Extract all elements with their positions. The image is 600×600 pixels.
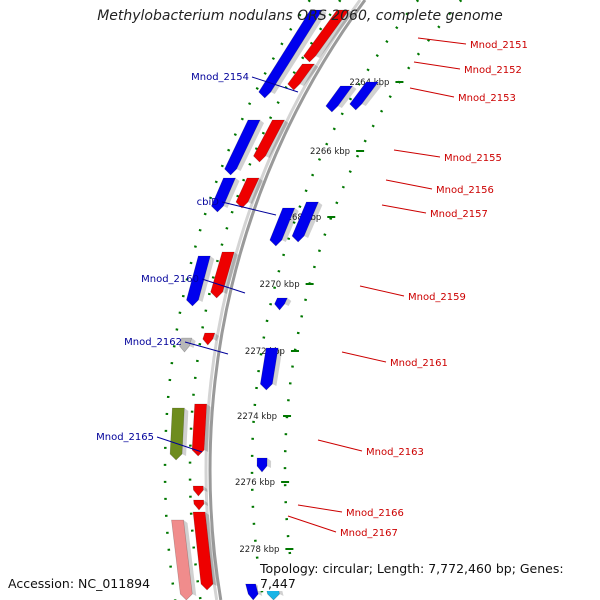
gene-leader-fwd-0: [417, 37, 467, 45]
gene-block-side-7: [222, 252, 239, 294]
gene-block-side-23: [267, 458, 272, 468]
gene-block-side-2: [299, 64, 319, 86]
gene-block-9: [202, 332, 216, 346]
gene-block-side-11: [204, 404, 211, 452]
scale-label-5: 2274 kbp: [237, 412, 277, 422]
gene-label-mnod-2153: Mnod_2153: [458, 93, 516, 104]
gene-leader-fwd-7: [341, 351, 387, 363]
gene-block-side-5: [248, 178, 264, 204]
gene-leader-fwd-10: [287, 515, 337, 533]
backbone-shadow: [204, 0, 362, 600]
gene-label-mnod-2166: Mnod_2166: [346, 508, 404, 519]
gene-block-side-3: [265, 120, 289, 158]
gene-block-side-1: [270, 10, 327, 94]
gene-leader-rev-3: [184, 341, 229, 355]
gene-leader-fwd-5: [381, 204, 427, 214]
gene-label-mnod-2152: Mnod_2152: [464, 65, 522, 76]
scale-label-1: 2266 kbp: [310, 147, 350, 157]
gene-label-mnod-2165: Mnod_2165: [96, 432, 154, 443]
gene-block-side-19: [304, 202, 323, 238]
gene-block-side-22: [272, 348, 283, 386]
gene-label-cbid: cbiD: [197, 197, 220, 208]
gene-block-side-9: [212, 333, 219, 341]
gene-label-mnod-2155: Mnod_2155: [444, 153, 502, 164]
gene-leader-rev-4: [156, 436, 203, 453]
gene-leader-fwd-4: [385, 179, 433, 190]
gene-block-5: [235, 177, 260, 209]
gene-block-19: [291, 201, 319, 243]
gene-leader-fwd-3: [393, 149, 441, 158]
gene-label-mnod-2161: Mnod_2161: [390, 358, 448, 369]
genome-backbone: [204, 0, 367, 600]
gene-block-side-21: [284, 298, 292, 306]
gene-block-side-20: [281, 208, 299, 242]
gene-block-10: [179, 337, 193, 353]
gene-leader-fwd-2: [409, 87, 455, 98]
gene-block-1: [258, 9, 323, 99]
gene-block-20: [269, 207, 296, 247]
gene-block-7: [210, 251, 235, 299]
gene-block-0: [303, 9, 350, 63]
scale-label-7: 2278 kbp: [239, 545, 279, 555]
gene-block-side-17: [361, 82, 383, 106]
gene-features: [169, 9, 383, 600]
gene-leader-rev-0: [251, 76, 299, 93]
gene-label-mnod-2151: Mnod_2151: [470, 40, 528, 51]
gene-label-mnod-2162: Mnod_2162: [124, 337, 182, 348]
gene-leader-fwd-9: [297, 504, 343, 513]
gene-block-side-4: [236, 120, 265, 171]
gene-label-mnod-2160: Mnod_2160: [141, 274, 199, 285]
gene-leader-fwd-6: [359, 285, 405, 297]
scale-label-6: 2276 kbp: [235, 478, 275, 488]
gene-block-6: [211, 177, 236, 213]
gene-block-side-8: [198, 256, 215, 302]
label-leaders: [156, 37, 467, 533]
gene-block-3: [253, 119, 285, 163]
gene-block-side-14: [203, 500, 208, 506]
gene-label-mnod-2163: Mnod_2163: [366, 447, 424, 458]
gene-block-side-6: [223, 178, 240, 208]
gene-block-13: [192, 485, 204, 497]
gene-block-side-18: [337, 86, 357, 108]
gene-block-18: [325, 85, 354, 113]
gene-block-14: [193, 499, 205, 511]
gene-labels: Mnod_2151 Mnod_2152 Mnod_2153 Mnod_2155 Mnod…: [96, 40, 528, 539]
gene-block-17: [349, 81, 379, 111]
map-title: Methylobacterium nodulans ORS 2060, comp…: [97, 8, 503, 24]
gene-label-mnod-2154: Mnod_2154: [191, 72, 249, 83]
scale-label-3: 2270 kbp: [260, 280, 300, 290]
gene-block-4: [224, 119, 261, 176]
gene-label-mnod-2156: Mnod_2156: [436, 185, 494, 196]
gene-block-22: [260, 347, 279, 391]
gene-block-21: [274, 297, 288, 311]
gene-block-side-10: [189, 338, 196, 348]
gene-block-12: [169, 407, 185, 461]
gene-block-15: [192, 511, 214, 591]
gene-label-mnod-2167: Mnod_2167: [340, 528, 398, 539]
gene-label-mnod-2159: Mnod_2159: [408, 292, 466, 303]
gene-block-2: [287, 63, 315, 91]
gene-block-23: [256, 457, 268, 473]
gene-block-side-12: [182, 408, 189, 456]
gene-block-16: [171, 519, 193, 600]
gene-block-11: [191, 403, 208, 457]
gene-label-mnod-2157: Mnod_2157: [430, 209, 488, 220]
gene-block-side-13: [203, 486, 208, 492]
gene-block-25: [245, 583, 259, 600]
gene-leader-rev-1: [221, 201, 277, 216]
gene-block-side-15: [205, 512, 218, 586]
scale-label-4: 2272 kbp: [245, 347, 285, 357]
gene-leader-fwd-8: [317, 439, 363, 452]
gene-block-side-16: [183, 520, 197, 596]
accession-label: Accession: NC_011894: [6, 576, 153, 591]
topology-label: Topology: circular; Length: 7,772,460 bp…: [258, 561, 600, 591]
gene-block-side-0: [315, 10, 354, 58]
gene-block-8: [186, 255, 211, 307]
backbone-line: [208, 0, 367, 600]
gene-leader-rev-2: [201, 278, 246, 294]
gene-leader-fwd-1: [413, 61, 461, 70]
